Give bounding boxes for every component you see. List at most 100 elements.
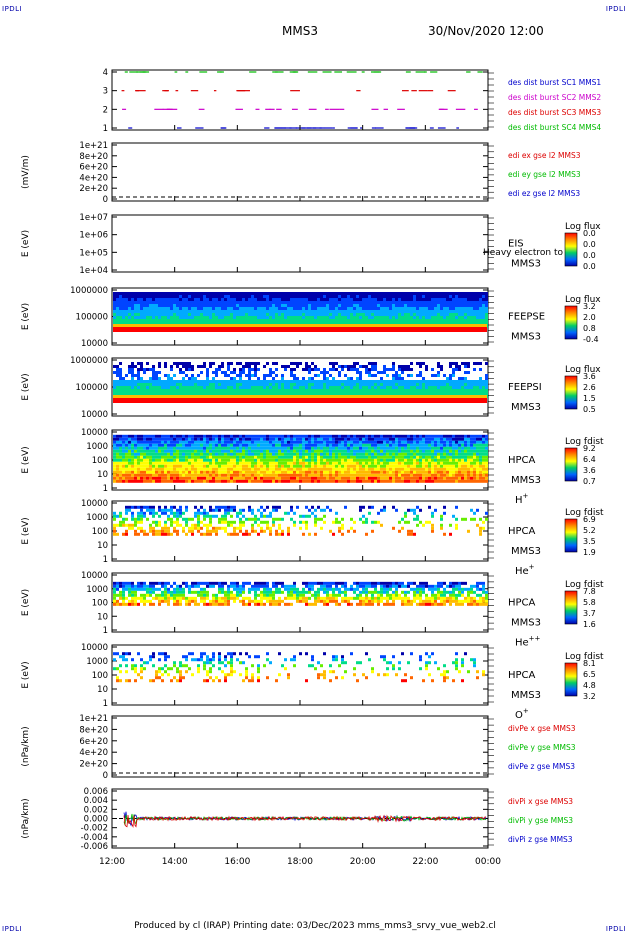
heat-cell: [173, 316, 176, 319]
heat-cell: [236, 292, 239, 295]
heat-cell: [143, 473, 146, 477]
heat-cell: [281, 470, 284, 474]
heat-cell: [254, 389, 257, 392]
heat-cell: [263, 292, 266, 295]
heat-cell: [359, 479, 362, 483]
heat-cell: [353, 464, 356, 468]
heat-cell: [203, 383, 206, 386]
heat-cell: [275, 392, 278, 395]
heat-cell: [137, 440, 140, 444]
heat-cell: [392, 374, 395, 377]
heat-cell: [335, 292, 338, 295]
heat-cell: [419, 316, 422, 319]
heat-cell: [347, 383, 350, 386]
heat-cell: [215, 458, 218, 462]
heat-cell: [128, 449, 131, 453]
heat-cell: [323, 461, 326, 465]
heat-cell: [395, 383, 398, 386]
heat-cell: [383, 304, 386, 307]
heat-cell: [248, 476, 251, 480]
heat-cell: [371, 304, 374, 307]
heat-cell: [437, 389, 440, 392]
heat-cell: [368, 298, 371, 301]
heat-cell: [296, 443, 299, 447]
heat-cell: [350, 434, 353, 438]
heat-cell: [434, 386, 437, 389]
heat-cell: [320, 392, 323, 395]
heat-cell: [227, 449, 230, 453]
heat-cell: [371, 295, 374, 298]
heat-cell: [218, 437, 221, 441]
heat-cell: [263, 313, 266, 316]
heat-cell: [248, 301, 251, 304]
heat-cell: [284, 440, 287, 444]
heat-cell: [257, 440, 260, 444]
heat-cell: [167, 473, 170, 477]
heat-cell: [224, 316, 227, 319]
heat-cell: [266, 362, 269, 365]
heat-cell: [155, 298, 158, 301]
heat-cell: [365, 434, 368, 438]
heat-cell: [296, 316, 299, 319]
heat-cell: [170, 301, 173, 304]
heat-cell: [146, 389, 149, 392]
heat-cell: [455, 464, 458, 468]
heat-cell: [179, 452, 182, 456]
heat-cell: [344, 316, 347, 319]
heat-cell: [383, 446, 386, 450]
heat-cell: [248, 392, 251, 395]
heat-cell: [158, 292, 161, 295]
heat-cell: [386, 301, 389, 304]
heat-cell: [134, 520, 137, 524]
heat-cell: [293, 392, 296, 395]
heat-cell: [284, 368, 287, 371]
heat-cell: [194, 392, 197, 395]
heat-cell: [113, 295, 116, 298]
heat-cell: [212, 389, 215, 392]
heat-cell: [134, 319, 137, 322]
heat-cell: [251, 392, 254, 395]
heat-cell: [344, 470, 347, 474]
heat-cell: [428, 434, 431, 438]
heat-cell: [323, 386, 326, 389]
heat-cell: [302, 392, 305, 395]
heat-cell: [212, 455, 215, 459]
heat-cell: [401, 310, 404, 313]
heat-cell: [272, 362, 275, 365]
heat-cell: [347, 389, 350, 392]
heat-cell: [365, 452, 368, 456]
heat-cell: [371, 461, 374, 465]
heat-cell: [209, 443, 212, 447]
heat-cell: [359, 467, 362, 471]
heat-cell: [131, 313, 134, 316]
heat-cell: [356, 377, 359, 380]
heat-cell: [443, 310, 446, 313]
heat-cell: [230, 461, 233, 465]
heat-cell: [332, 368, 335, 371]
burst-mark: [135, 90, 146, 92]
heat-cell: [221, 386, 224, 389]
heat-cell: [482, 476, 485, 480]
heat-cell: [119, 319, 122, 322]
heat-cell: [179, 307, 182, 310]
heat-cell: [278, 467, 281, 471]
heat-cell: [386, 440, 389, 444]
heat-cell: [182, 437, 185, 441]
heat-cell: [182, 319, 185, 322]
heat-cell: [485, 437, 488, 441]
heat-cell: [218, 383, 221, 386]
heat-cell: [347, 295, 350, 298]
heat-cell: [143, 529, 146, 533]
heat-cell: [401, 380, 404, 383]
heat-cell: [149, 310, 152, 313]
heat-cell: [362, 476, 365, 480]
heat-cell: [224, 476, 227, 480]
heat-cell: [197, 470, 200, 474]
heat-cell: [188, 437, 191, 441]
heat-cell: [209, 310, 212, 313]
burst-mark: [121, 90, 125, 92]
heat-cell: [425, 467, 428, 471]
heat-cell: [335, 392, 338, 395]
heat-cell: [389, 446, 392, 450]
heat-cell: [119, 473, 122, 477]
